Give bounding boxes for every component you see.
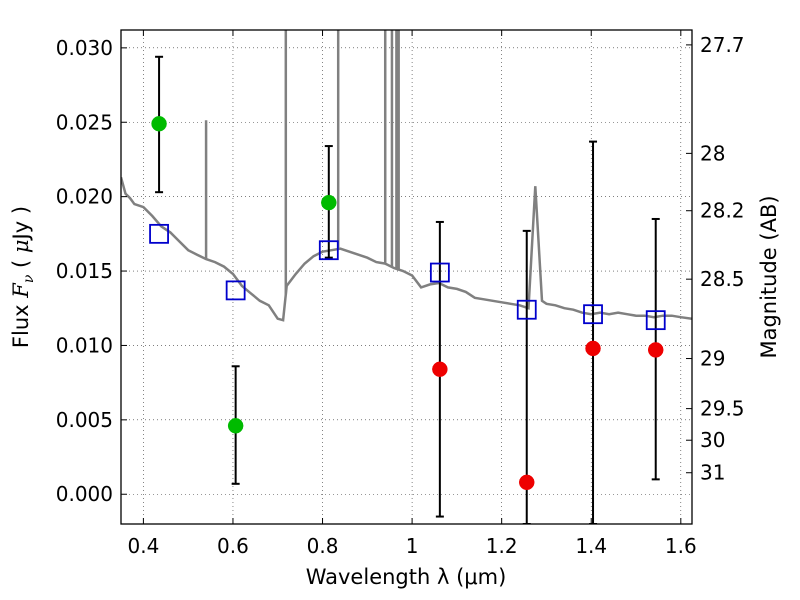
- tick-labels: 0.4 0.6 0.8 1 1.2 1.4 1.6 0.000 0.005 0.010 0.015 0…: [56, 33, 745, 558]
- x-tick-label: 1.6: [665, 534, 697, 558]
- nondetection-point: [518, 474, 535, 491]
- right-tick-label: 31: [700, 461, 725, 485]
- right-tick-label: 27.7: [700, 33, 745, 57]
- y-tick-label: 0.025: [56, 110, 113, 134]
- detection-point: [151, 115, 167, 132]
- x-tick-label: 0.4: [127, 534, 159, 558]
- plot-frame: [120, 29, 693, 525]
- model-flux-square: [429, 262, 450, 283]
- nondetection-point: [432, 361, 448, 378]
- x-tick-label: 0.8: [307, 534, 339, 558]
- model-flux-square: [149, 223, 169, 244]
- x-tick-label: 1.4: [575, 534, 607, 558]
- detection-point: [321, 194, 337, 211]
- right-tick-label: 28.5: [700, 267, 745, 291]
- right-tick-label: 28.2: [700, 199, 745, 223]
- y-axis-label-prefix: Flux: [9, 298, 33, 348]
- y-axis-label-mu: μ: [9, 239, 33, 253]
- y-tick-label: 0.000: [56, 482, 113, 506]
- y-axis-label-nu: ν: [21, 274, 37, 283]
- y-tick-label: 0.005: [56, 408, 113, 432]
- x-tick-label: 0.6: [217, 534, 249, 558]
- nondetection-point: [585, 340, 601, 357]
- x-tick-label: 1.2: [486, 534, 518, 558]
- y-axis-label-f: F: [9, 282, 33, 299]
- y-tick-label: 0.015: [56, 259, 113, 283]
- y-tick-label: 0.020: [56, 185, 113, 209]
- right-tick-label: 30: [700, 428, 725, 452]
- axis-ticks: [121, 30, 692, 524]
- model-flux-square: [225, 280, 246, 301]
- x-tick-label: 1: [406, 534, 419, 558]
- model-flux-square: [318, 240, 339, 261]
- y-tick-label: 0.010: [56, 333, 113, 357]
- data-markers: [149, 115, 666, 491]
- model-flux-square: [516, 299, 537, 320]
- x-axis-label: Wavelength λ (μm): [306, 565, 507, 589]
- nondetection-point: [647, 342, 664, 358]
- model-flux-square: [583, 304, 603, 325]
- right-tick-label: 29.5: [700, 397, 745, 421]
- y-tick-label: 0.030: [56, 36, 113, 60]
- right-axis-label: Magnitude (AB): [757, 195, 781, 358]
- model-flux-square: [645, 310, 666, 331]
- right-tick-label: 28: [700, 141, 725, 165]
- y-axis-label-open: (: [9, 253, 33, 275]
- template-spectrum: [121, 30, 692, 322]
- detection-point: [227, 418, 244, 434]
- y-axis-label-unit: Jy ): [9, 206, 33, 242]
- right-tick-label: 29: [700, 347, 725, 371]
- y-axis-label: Flux Fν ( μJy ): [9, 206, 37, 348]
- plot-background: [121, 30, 692, 524]
